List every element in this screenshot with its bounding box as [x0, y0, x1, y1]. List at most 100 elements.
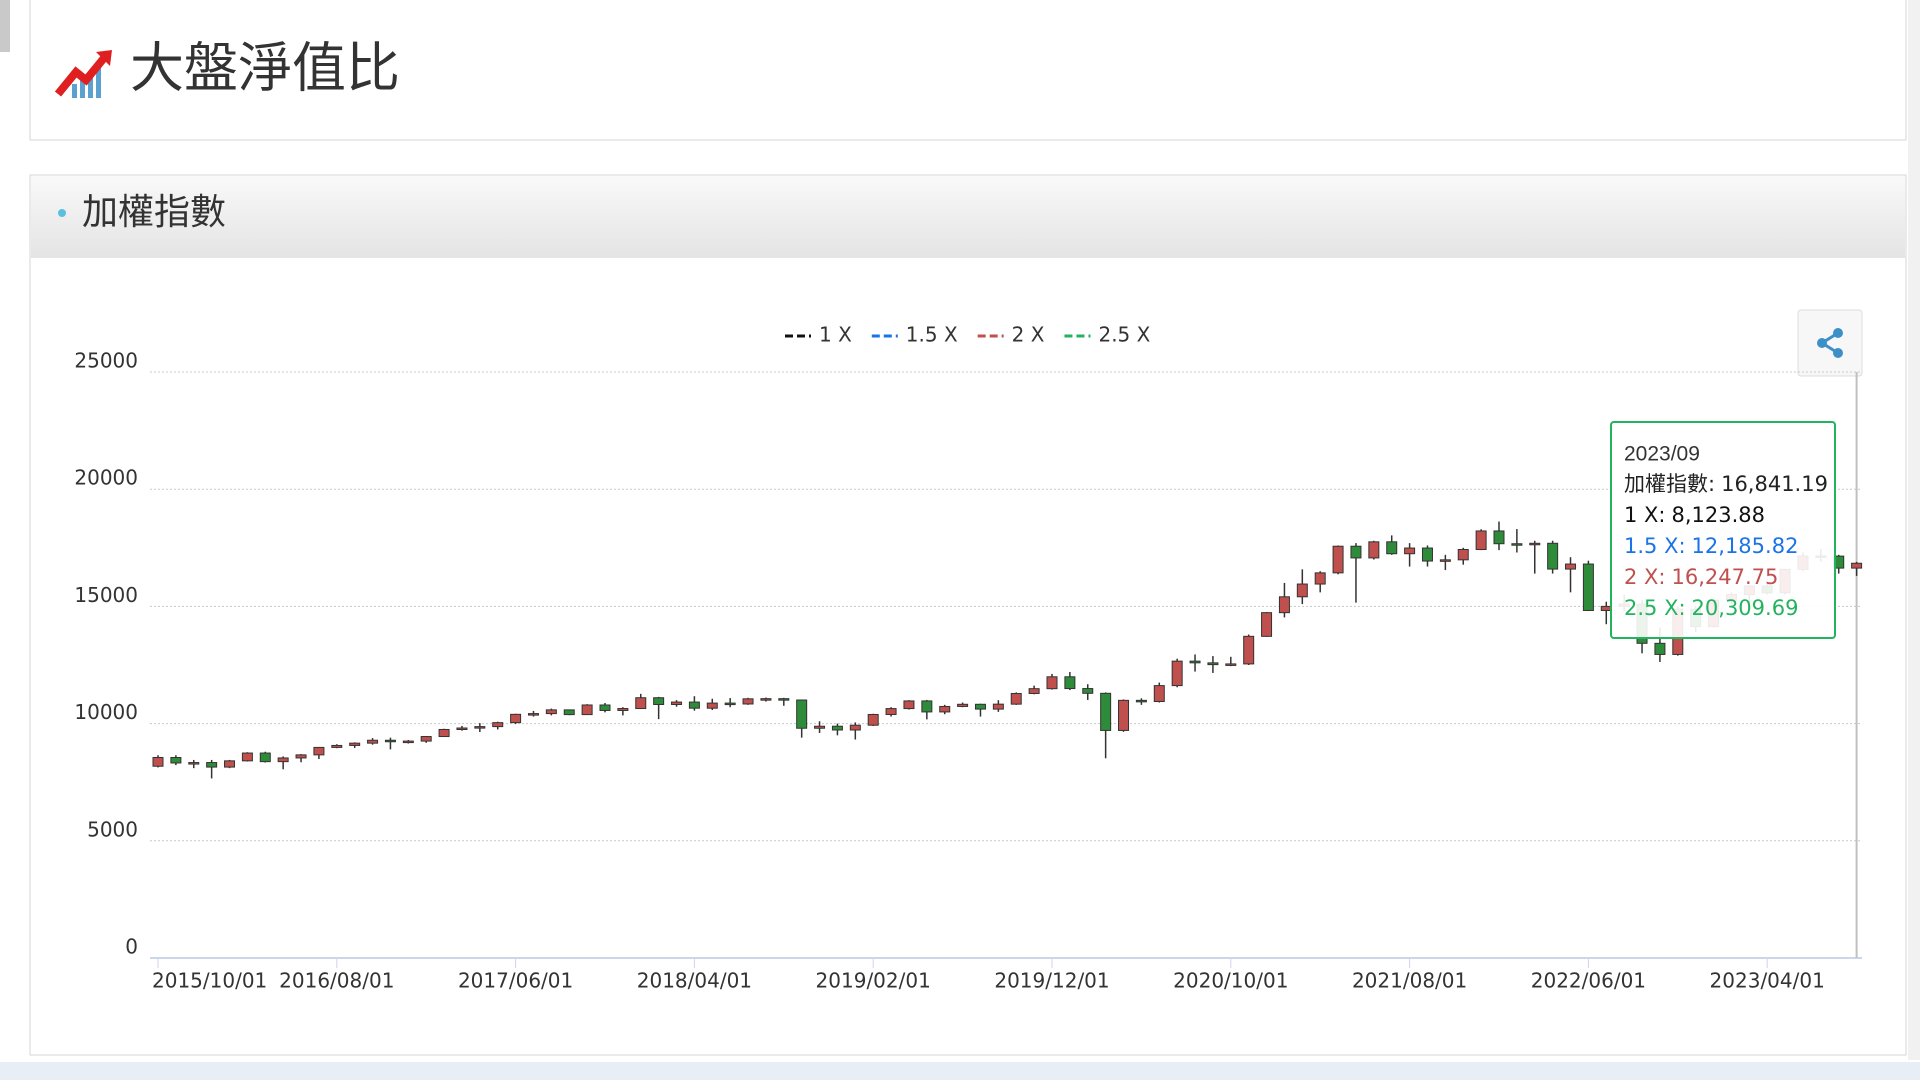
candle-body — [420, 736, 432, 742]
candle-body — [170, 756, 182, 764]
legend-label: 2 X — [1012, 323, 1045, 347]
candle-body — [1225, 663, 1237, 666]
candle-body — [563, 709, 575, 716]
candle-body — [1064, 676, 1076, 690]
candle-body — [974, 703, 986, 710]
tooltip-item: 1.5 X: 12,185.82 — [1624, 534, 1798, 558]
candle-body — [1457, 548, 1469, 561]
candle-body — [688, 701, 700, 709]
candle-body — [492, 722, 504, 728]
panel — [29, 174, 1907, 1056]
candle-body — [1547, 542, 1559, 570]
candle-body — [1314, 572, 1326, 585]
candle-body — [1135, 699, 1147, 703]
panel-header — [31, 176, 1905, 258]
bullet — [58, 209, 66, 217]
candle-body — [957, 703, 969, 707]
tooltip-label: 2.5 X: — [1624, 596, 1686, 620]
candle-body — [1511, 543, 1523, 546]
candle-body — [1350, 545, 1362, 559]
candle-body — [939, 705, 951, 713]
candle-body — [1332, 545, 1344, 574]
legend-label: 1 X — [819, 323, 852, 347]
candle-body — [831, 725, 843, 731]
candle-body — [814, 725, 826, 729]
tooltip-value: 16,841.19 — [1721, 472, 1828, 496]
candle-body — [152, 756, 164, 767]
candle-body — [581, 704, 593, 716]
candle-body — [188, 762, 200, 765]
candle-body — [349, 742, 361, 746]
legend-label: 2.5 X — [1098, 323, 1150, 347]
tooltip-value: 8,123.88 — [1672, 503, 1766, 527]
candle-body — [384, 739, 396, 743]
tooltip-value: 12,185.82 — [1692, 534, 1799, 558]
candle-body — [331, 744, 343, 748]
tooltip-box — [1610, 421, 1836, 639]
candle-body — [1207, 662, 1219, 666]
candle-body — [1421, 547, 1433, 562]
taskbar — [0, 1062, 1920, 1080]
x-tick-label: 2021/08/01 — [1352, 969, 1467, 993]
tooltip-value: 16,247.75 — [1672, 565, 1779, 589]
y-tick-label: 20000 — [74, 466, 138, 490]
x-tick-label: 2022/06/01 — [1531, 969, 1646, 993]
header-icon — [54, 50, 112, 98]
x-tick-label: 2023/04/01 — [1710, 969, 1825, 993]
candle-body — [1100, 692, 1112, 731]
candle-body — [259, 752, 271, 763]
tooltip: 2023/09 加權指數: 16,841.19 1 X: 8,123.88 1.5 X: 1… — [1610, 421, 1836, 639]
candle-body — [760, 698, 772, 701]
candle-body — [241, 752, 253, 762]
candle-body — [1565, 563, 1577, 570]
candle-body — [1582, 563, 1594, 611]
candle-body — [1028, 688, 1040, 694]
candle-body — [224, 760, 236, 768]
candle-body — [796, 699, 808, 729]
tooltip-label: 2 X: — [1624, 565, 1666, 589]
scrollbar — [0, 0, 10, 52]
header-card — [29, 0, 1907, 141]
tooltip-title: 2023/09 — [1624, 443, 1700, 466]
page-title: 大盤淨值比 — [130, 37, 400, 100]
x-tick-label: 2015/10/01 — [152, 969, 267, 993]
tooltip-label: 加權指數: — [1624, 472, 1715, 496]
candle-body — [724, 702, 736, 706]
tooltip-value: 20,309.69 — [1692, 596, 1799, 620]
share-button[interactable] — [1797, 309, 1863, 377]
x-tick-label: 2019/02/01 — [816, 969, 931, 993]
x-tick-label: 2017/06/01 — [458, 969, 573, 993]
candle-body — [510, 713, 522, 724]
candle-body — [1118, 699, 1130, 731]
candle-body — [206, 762, 218, 768]
candle-body — [778, 698, 790, 701]
candle-body — [438, 728, 450, 738]
candle-body — [653, 697, 665, 705]
candle-body — [671, 701, 683, 705]
candle-body — [456, 727, 468, 731]
candle-body — [1243, 635, 1255, 665]
y-tick-label: 25000 — [74, 349, 138, 373]
candle-body — [1082, 688, 1094, 694]
candle-body — [1278, 596, 1290, 614]
tooltip-label: 1 X: — [1624, 503, 1666, 527]
y-tick-label: 15000 — [74, 583, 138, 607]
candle-body — [367, 739, 379, 744]
candle-body — [1851, 562, 1863, 569]
candle-body — [1475, 530, 1487, 550]
x-tick-label: 2016/08/01 — [279, 969, 394, 993]
tooltip-item: 加權指數: 16,841.19 — [1624, 472, 1828, 496]
candle-body — [1296, 583, 1308, 598]
candle-body — [1654, 642, 1666, 655]
x-tick-label: 2018/04/01 — [637, 969, 752, 993]
candle-body — [617, 708, 629, 711]
candle-body — [1386, 541, 1398, 555]
candle-body — [635, 697, 647, 710]
candle-body — [402, 740, 414, 744]
candle-body — [545, 709, 557, 715]
candle-body — [313, 746, 325, 756]
candle-body — [1529, 542, 1541, 546]
scrollbar — [1908, 0, 1920, 1060]
